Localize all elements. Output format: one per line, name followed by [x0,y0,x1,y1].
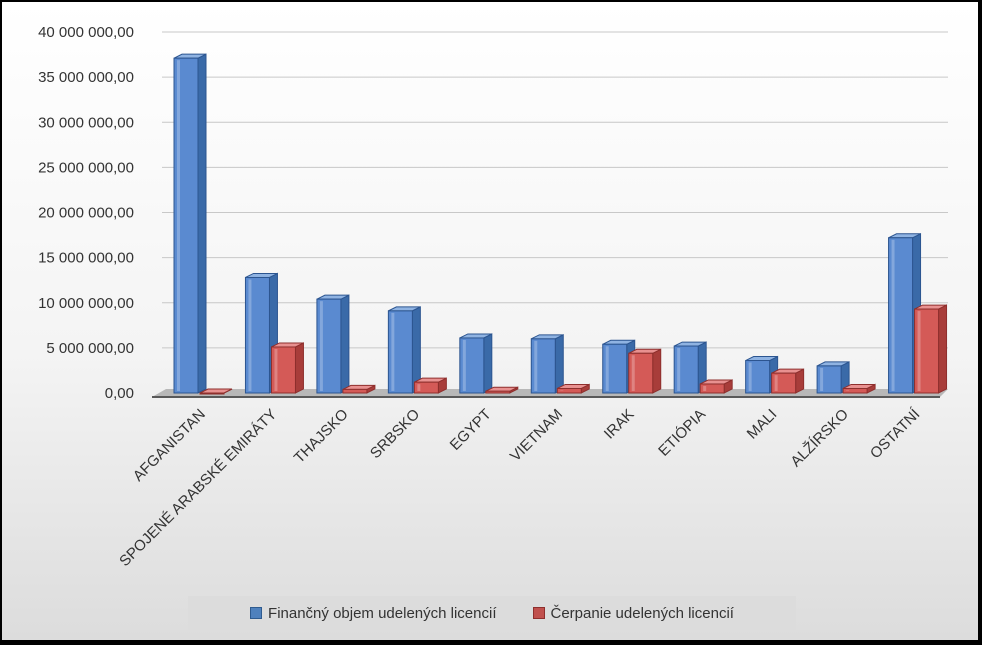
y-tick-label: 0,00 [105,385,134,402]
x-category-label: MALI [744,406,781,443]
bar-financny-objem [459,337,485,394]
y-tick-label: 40 000 000,00 [38,24,134,41]
x-category-label: VIETNAM [507,406,566,465]
bar-financny-objem-highlight [248,279,252,391]
x-category-label: THAJSKO [291,406,352,467]
x-category-label: SPOJENÉ ARABSKÉ EMIRÁTY [116,406,280,570]
bar-financny-objem-highlight [319,301,323,391]
legend-swatch-blue [250,607,263,619]
bar-cerpanie [914,308,940,394]
bar-financny-objem-highlight [177,60,180,392]
bar-cerpanie-highlight [846,390,850,391]
bar-financny-objem-side [554,334,564,394]
legend: Finančný objem udelených licencií Čerpan… [188,596,796,630]
y-tick-label: 35 000 000,00 [38,69,134,86]
bar-financny-objem-highlight [534,340,538,391]
bar-financny-objem-highlight [605,346,609,391]
bar-cerpanie-side [938,304,948,394]
legend-label-cerpanie: Čerpanie udelených licencií [550,604,734,622]
bar-cerpanie [342,388,368,394]
bar-cerpanie-side [294,342,304,394]
bar-cerpanie-highlight [917,311,921,391]
bar-financny-objem [244,276,270,394]
bar-cerpanie [699,383,725,394]
bar-financny-objem [530,338,556,394]
y-tick-label: 30 000 000,00 [38,114,134,131]
y-tick-label: 10 000 000,00 [38,295,134,312]
bar-financny-objem-highlight [748,362,752,391]
bar-financny-objem-highlight [677,348,681,391]
bar-financny-objem-side [340,294,350,394]
bar-cerpanie-highlight [560,390,564,391]
bar-financny-objem [173,57,199,394]
y-tick-label: 5 000 000,00 [46,340,134,357]
bar-cerpanie-highlight [703,385,707,391]
bar-financny-objem-side [483,333,493,394]
bar-cerpanie [199,392,225,395]
bar-financny-objem [673,345,699,394]
bar-financny-objem [816,365,842,394]
x-category-label: IRAK [601,406,638,443]
bar-financny-objem [745,360,771,394]
x-category-label: AFGANISTAN [130,406,209,485]
bar-financny-objem [387,310,413,394]
bar-cerpanie-highlight [274,348,278,391]
x-category-label: EGYPT [447,406,495,454]
bar-cerpanie [628,352,654,394]
legend-item-cerpanie: Čerpanie udelených licencií [532,604,734,622]
bar-cerpanie [842,387,868,394]
legend-item-financny-objem: Finančný objem udelených licencií [250,604,497,622]
bar-financny-objem-highlight [820,367,824,391]
bar-cerpanie [485,390,511,394]
bar-cerpanie-side [652,348,662,394]
x-category-label: ALŽÍRSKO [787,406,851,470]
bar-financny-objem [888,237,914,394]
bar-cerpanie-highlight [774,375,778,391]
bar-financny-objem-side [197,53,207,394]
legend-swatch-red [532,607,545,619]
y-tick-label: 20 000 000,00 [38,205,134,222]
bar-cerpanie-highlight [417,384,421,391]
bar-cerpanie [556,387,582,394]
bar-financny-objem-highlight [891,239,895,391]
bar-cerpanie [270,346,296,394]
bar-financny-objem-highlight [391,312,395,391]
y-tick-label: 15 000 000,00 [38,250,134,267]
x-category-label: OSTATNÍ [867,405,924,462]
bar-financny-objem [316,298,342,394]
legend-label-financny-objem: Finančný objem udelených licencií [268,604,497,622]
bar-cerpanie [771,372,797,394]
bar-financny-objem-highlight [462,339,466,391]
bar-financny-objem [602,343,628,394]
x-category-label: SRBSKO [367,406,423,462]
y-tick-label: 25 000 000,00 [38,159,134,176]
x-category-label: ETIÓPIA [655,406,709,460]
bar-cerpanie-highlight [631,355,635,391]
bar-cerpanie [413,381,439,394]
